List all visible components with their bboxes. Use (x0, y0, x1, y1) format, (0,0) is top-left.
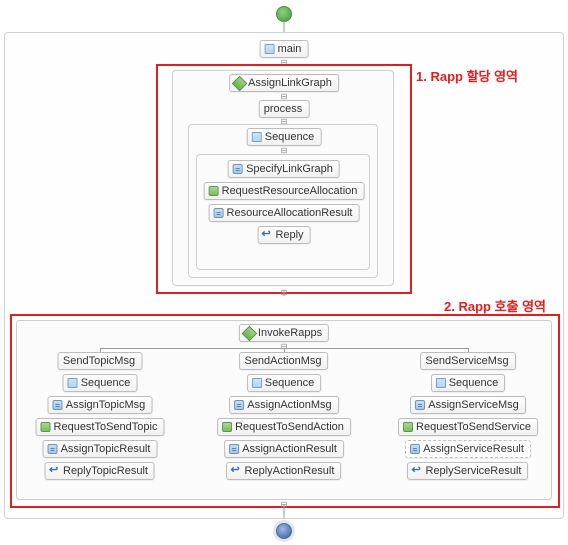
start-node (276, 6, 292, 22)
service-column: SendServiceMsg Sequence AssignServiceMsg… (398, 352, 538, 480)
request-icon (41, 422, 51, 432)
node-label: SendServiceMsg (425, 355, 508, 367)
task-icon (48, 444, 58, 454)
reply-icon (50, 466, 60, 476)
assign-action-msg-node: AssignActionMsg (229, 396, 338, 414)
sequence-node: Sequence (63, 374, 138, 392)
assign-service-msg-node: AssignServiceMsg (410, 396, 525, 414)
reply-icon (262, 230, 272, 240)
process-node: process (259, 100, 310, 118)
node-label: Sequence (265, 377, 315, 389)
request-icon (403, 422, 413, 432)
node-label: AssignLinkGraph (248, 77, 332, 89)
send-service-msg-node: SendServiceMsg (420, 352, 515, 370)
node-label: InvokeRapps (258, 327, 322, 339)
node-label: Sequence (81, 377, 131, 389)
expand-handle[interactable] (280, 92, 288, 98)
sequence-icon (252, 132, 262, 142)
send-action-msg-node: SendActionMsg (239, 352, 328, 370)
node-label: SendActionMsg (244, 355, 321, 367)
node-label: process (264, 103, 303, 115)
assign-linkgraph-node: AssignLinkGraph (229, 74, 339, 92)
action-column: SendActionMsg Sequence AssignActionMsg R… (217, 352, 351, 480)
node-label: SpecifyLinkGraph (246, 163, 333, 175)
node-label: ResourceAllocationResult (227, 207, 353, 219)
reply-action-result-node: ReplyActionResult (227, 462, 342, 480)
node-label: AssignServiceMsg (428, 399, 518, 411)
node-label: main (278, 43, 302, 55)
node-label: Reply (275, 229, 303, 241)
reply-node: Reply (257, 226, 310, 244)
request-to-send-action-node: RequestToSendAction (217, 418, 351, 436)
node-label: ReplyTopicResult (63, 465, 148, 477)
task-icon (233, 164, 243, 174)
reply-topic-result-node: ReplyTopicResult (45, 462, 155, 480)
sequence-icon (68, 378, 78, 388)
task-icon (53, 400, 63, 410)
task-icon (234, 400, 244, 410)
action-column-1: SpecifyLinkGraph RequestResourceAllocati… (204, 160, 365, 244)
sequence-icon (252, 378, 262, 388)
request-icon (222, 422, 232, 432)
reply-icon (413, 466, 423, 476)
node-label: AssignActionMsg (247, 399, 331, 411)
node-label: RequestResourceAllocation (222, 185, 358, 197)
assign-topic-result-node: AssignTopicResult (43, 440, 158, 458)
diamond-icon (242, 325, 258, 341)
region-2-label: 2. Rapp 호출 영역 (444, 296, 546, 315)
node-label: AssignTopicMsg (66, 399, 145, 411)
assign-topic-msg-node: AssignTopicMsg (48, 396, 152, 414)
request-to-send-service-node: RequestToSendService (398, 418, 538, 436)
sequence-node: Sequence (247, 374, 322, 392)
topic-column: SendTopicMsg Sequence AssignTopicMsg Req… (36, 352, 165, 480)
node-label: AssignActionResult (242, 443, 337, 455)
connector (284, 504, 285, 518)
node-label: RequestToSendTopic (54, 421, 158, 433)
diagram-canvas: main 1. Rapp 할당 영역 AssignLinkGraph proce… (0, 0, 568, 545)
sequence-icon (436, 378, 446, 388)
expand-handle[interactable] (280, 117, 288, 123)
assign-action-result-node: AssignActionResult (224, 440, 344, 458)
node-label: ReplyActionResult (245, 465, 335, 477)
task-icon (229, 444, 239, 454)
request-resource-allocation-node: RequestResourceAllocation (204, 182, 365, 200)
task-icon (415, 400, 425, 410)
expand-handle[interactable] (280, 146, 288, 152)
sequence-node: Sequence (247, 128, 322, 146)
invoke-rapps-node: InvokeRapps (239, 324, 329, 342)
request-to-send-topic-node: RequestToSendTopic (36, 418, 165, 436)
node-label: Sequence (265, 131, 315, 143)
reply-icon (232, 466, 242, 476)
diamond-icon (232, 75, 248, 91)
node-label: RequestToSendService (416, 421, 531, 433)
specify-linkgraph-node: SpecifyLinkGraph (228, 160, 340, 178)
assign-service-result-node[interactable]: AssignServiceResult (405, 440, 531, 458)
send-topic-msg-node: SendTopicMsg (58, 352, 142, 370)
main-node: main (260, 40, 309, 58)
expand-handle[interactable] (280, 58, 288, 64)
connector (284, 21, 285, 32)
node-label: ReplyServiceResult (426, 465, 522, 477)
task-icon (214, 208, 224, 218)
resource-allocation-result-node: ResourceAllocationResult (209, 204, 360, 222)
sequence-node: Sequence (431, 374, 506, 392)
node-label: AssignTopicResult (61, 443, 151, 455)
end-node (276, 523, 292, 539)
reply-service-result-node: ReplyServiceResult (408, 462, 529, 480)
node-label: AssignServiceResult (423, 443, 524, 455)
node-label: Sequence (449, 377, 499, 389)
task-icon (410, 444, 420, 454)
node-label: RequestToSendAction (235, 421, 344, 433)
node-label: SendTopicMsg (63, 355, 135, 367)
region-1-label: 1. Rapp 할당 영역 (416, 66, 518, 85)
sequence-icon (265, 44, 275, 54)
request-icon (209, 186, 219, 196)
connector (284, 290, 285, 296)
